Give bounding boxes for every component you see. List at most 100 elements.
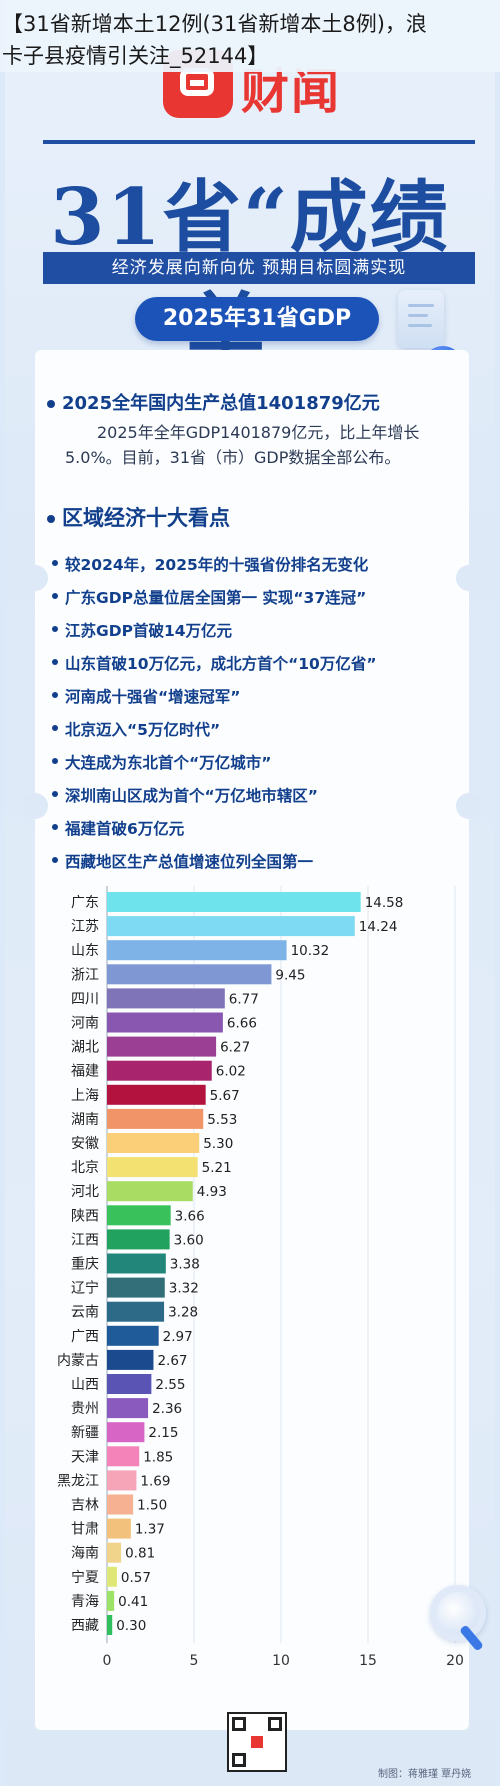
bullet-icon [52, 791, 58, 797]
category-label: 福建 [71, 1064, 99, 1080]
gdp-badge: 2025年31省GDP [135, 297, 379, 341]
highlight-item: 北京迈入“5万亿时代” [52, 718, 220, 740]
bar [107, 1133, 200, 1153]
value-label: 0.81 [125, 1546, 155, 1562]
bullet-icon [52, 626, 58, 632]
header-line-1: 【31省新增本土12例(31省新增本土8例)，浪 [2, 12, 427, 36]
value-label: 0.57 [121, 1570, 151, 1586]
highlight-text: 西藏地区生产总值增速位列全国第一 [65, 853, 314, 871]
highlight-text: 广东GDP总量位居全国第一 实现“37连冠” [65, 589, 367, 607]
value-label: 6.66 [227, 1016, 257, 1032]
bullet-icon [52, 593, 58, 599]
bar [107, 1253, 166, 1274]
category-label: 浙江 [71, 967, 99, 983]
category-label: 新疆 [71, 1425, 99, 1441]
value-label: 1.69 [140, 1473, 170, 1489]
category-label: 重庆 [71, 1257, 99, 1273]
card-notch [22, 565, 48, 591]
bar [107, 1374, 152, 1394]
value-label: 2.67 [157, 1353, 187, 1369]
bar [107, 1060, 212, 1081]
bar [107, 988, 225, 1009]
value-label: 4.93 [197, 1184, 227, 1200]
bar [107, 1205, 171, 1226]
highlight-item: 河南成十强省“增速冠军” [52, 685, 240, 707]
value-label: 6.27 [220, 1040, 250, 1056]
category-label: 湖南 [71, 1112, 99, 1128]
x-tick-label: 0 [103, 1653, 112, 1669]
bar [107, 1301, 165, 1322]
category-label: 江苏 [71, 919, 99, 935]
bullet-icon [52, 692, 58, 698]
highlight-item: 较2024年，2025年的十强省份排名无变化 [52, 553, 369, 575]
bar [107, 1615, 113, 1635]
highlight-text: 大连成为东北首个“万亿城市” [65, 754, 272, 772]
highlight-item: 江苏GDP首破14万亿元 [52, 619, 232, 641]
value-label: 10.32 [291, 943, 330, 959]
highlight-text: 较2024年，2025年的十强省份排名无变化 [65, 556, 369, 574]
poster: 财闻 31省“成绩单” 经济发展向新向优 预期目标圆满实现 2025年31省GD… [5, 0, 495, 1786]
magnifier-icon [430, 1585, 486, 1641]
category-label: 四川 [71, 991, 99, 1007]
highlight-item: 福建首破6万亿元 [52, 817, 185, 839]
category-label: 江西 [71, 1232, 99, 1248]
brand-name: 财闻 [241, 64, 342, 120]
value-label: 1.85 [143, 1449, 173, 1465]
value-label: 3.28 [168, 1305, 198, 1321]
value-label: 0.30 [116, 1618, 146, 1634]
category-label: 上海 [71, 1088, 99, 1104]
title-rule [43, 140, 475, 144]
highlight-item: 大连成为东北首个“万亿城市” [52, 751, 272, 773]
category-label: 山东 [71, 943, 99, 959]
bar [107, 1349, 154, 1370]
bar [107, 1590, 115, 1611]
bar [107, 1518, 131, 1539]
value-label: 6.77 [229, 991, 259, 1007]
value-label: 3.60 [174, 1232, 204, 1248]
bar [107, 1470, 137, 1491]
category-label: 黑龙江 [57, 1473, 99, 1489]
category-label: 安徽 [71, 1136, 99, 1152]
bar [107, 1157, 198, 1178]
bar [107, 1398, 149, 1419]
highlight-text: 山东首破10万亿元，成北方首个“10万亿省” [65, 655, 377, 673]
card-notch [22, 793, 48, 819]
category-label: 广东 [71, 895, 99, 911]
value-label: 2.15 [148, 1425, 178, 1441]
value-label: 5.21 [202, 1160, 232, 1176]
highlight-item: 深圳南山区成为首个“万亿地市辖区” [52, 784, 318, 806]
value-label: 5.67 [210, 1088, 240, 1104]
category-label: 吉林 [71, 1498, 99, 1514]
bar [107, 1229, 170, 1250]
value-label: 14.58 [365, 895, 404, 911]
category-label: 西藏 [71, 1618, 99, 1634]
bar [107, 1012, 223, 1033]
value-label: 2.36 [152, 1401, 182, 1417]
bar [107, 892, 361, 912]
value-label: 3.38 [170, 1257, 200, 1273]
gdp-bar-chart: 广东 14.58 江苏 14.24 山东 10.32 浙江 9.45 四川 6.77 河南 6.66 湖… [57, 886, 464, 1669]
category-label: 甘肃 [71, 1522, 99, 1538]
category-label: 河北 [71, 1184, 99, 1200]
value-label: 9.45 [275, 967, 305, 983]
category-label: 天津 [71, 1449, 99, 1465]
bullet-icon [52, 857, 58, 863]
category-label: 陕西 [71, 1208, 99, 1224]
value-label: 2.97 [163, 1329, 193, 1345]
bar [107, 1036, 217, 1057]
summary-heading: 2025全年国内生产总值1401879亿元 [62, 393, 380, 414]
highlight-text: 福建首破6万亿元 [65, 820, 185, 838]
category-label: 山西 [71, 1377, 99, 1393]
bar [107, 1181, 193, 1202]
bar [107, 1422, 145, 1443]
x-tick-label: 10 [272, 1653, 290, 1669]
category-label: 内蒙古 [57, 1353, 99, 1369]
bar [107, 916, 355, 937]
bullet-icon [52, 560, 58, 566]
value-label: 5.30 [203, 1136, 233, 1152]
category-label: 贵州 [71, 1401, 99, 1417]
value-label: 1.50 [137, 1498, 167, 1514]
qr-code [227, 1712, 287, 1772]
bar [107, 1566, 117, 1587]
summary-text: 2025年全年GDP1401879亿元，比上年增长5.0%。目前，31省（市）G… [65, 423, 420, 467]
